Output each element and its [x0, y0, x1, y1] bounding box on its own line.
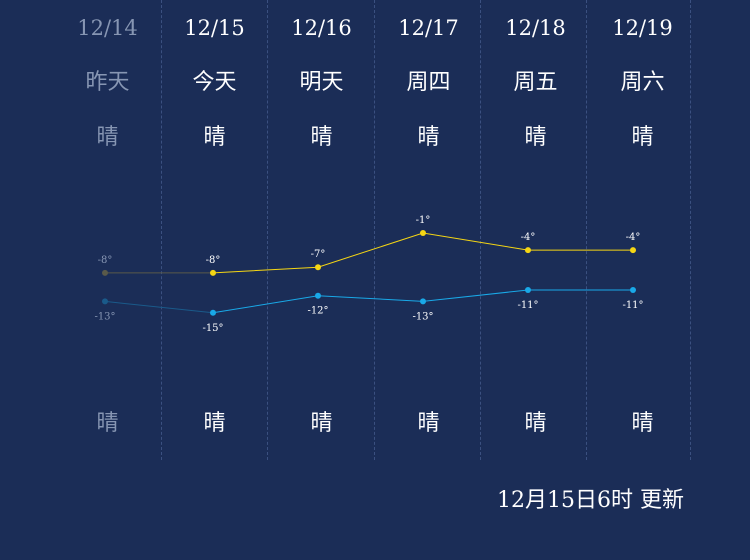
weather-night-label: 晴 — [310, 411, 333, 436]
low-temp-label: -15° — [202, 323, 223, 334]
high-temp-label: -7° — [311, 249, 326, 260]
weather-day-label: 晴 — [203, 125, 226, 150]
date-label: 12/19 — [612, 16, 673, 40]
low-temp-line-past — [104, 300, 214, 314]
low-temp-label: -11° — [517, 300, 538, 311]
low-temp-point — [210, 309, 216, 316]
column-divider — [480, 0, 481, 460]
date-label: 12/14 — [77, 16, 138, 40]
column-divider — [690, 0, 691, 460]
temperature-chart: -8° -8° -7° -1° -4° -4° -13° -15° -12° -13° -11° -1… — [94, 215, 643, 334]
update-time-label: 12月15日6时 更新 — [497, 488, 684, 513]
low-temp-point — [630, 287, 636, 293]
low-temp-label: -11° — [622, 300, 643, 311]
day-column-thursday: 12/17 周四 晴 晴 — [375, 0, 482, 460]
day-column-saturday: 12/19 周六 晴 晴 — [589, 0, 696, 460]
high-temp-label: -4° — [521, 232, 536, 243]
date-label: 12/17 — [398, 16, 459, 40]
column-divider — [161, 0, 162, 460]
high-temp-label: -4° — [626, 232, 641, 243]
high-temp-point — [630, 247, 636, 254]
weather-day-label: 晴 — [310, 125, 333, 150]
date-label: 12/18 — [505, 16, 566, 40]
weather-day-label: 晴 — [96, 125, 119, 150]
high-temp-point — [315, 264, 321, 271]
low-temp-label: -13° — [412, 311, 433, 322]
weather-night-label: 晴 — [524, 411, 547, 436]
date-label: 12/16 — [291, 16, 352, 40]
high-temp-point — [420, 230, 426, 236]
day-label: 昨天 — [85, 70, 130, 95]
weather-night-label: 晴 — [417, 411, 440, 436]
low-temp-point — [525, 287, 531, 293]
day-column-yesterday: 12/14 昨天 晴 晴 — [54, 0, 161, 460]
day-label: 周四 — [406, 70, 451, 95]
weather-night-label: 晴 — [203, 411, 226, 436]
day-label: 周六 — [620, 70, 665, 95]
column-divider — [586, 0, 587, 460]
low-temp-label: -13° — [94, 311, 115, 322]
low-temp-point — [315, 292, 321, 299]
weather-night-label: 晴 — [631, 411, 654, 436]
day-label: 明天 — [299, 70, 344, 95]
high-temp-line — [212, 232, 633, 274]
high-temp-label: -1° — [416, 215, 431, 226]
high-temp-label: -8° — [206, 255, 221, 266]
column-divider — [267, 0, 268, 460]
weather-day-label: 晴 — [631, 125, 654, 150]
weather-night-label: 晴 — [96, 411, 119, 436]
low-temp-point — [420, 298, 426, 305]
high-temp-point — [525, 247, 531, 254]
high-temp-point — [102, 269, 108, 276]
low-temp-label: -12° — [307, 306, 328, 317]
column-divider — [374, 0, 375, 460]
day-label: 周五 — [513, 70, 558, 95]
low-temp-point — [102, 298, 108, 305]
weather-day-label: 晴 — [417, 125, 440, 150]
weather-day-label: 晴 — [524, 125, 547, 150]
date-label: 12/15 — [184, 16, 245, 40]
day-column-tomorrow: 12/16 明天 晴 晴 — [268, 0, 375, 460]
high-temp-label: -8° — [98, 255, 113, 266]
day-column-today: 12/15 今天 晴 晴 — [161, 0, 268, 460]
day-label: 今天 — [192, 70, 237, 95]
high-temp-point — [210, 269, 216, 276]
day-column-friday: 12/18 周五 晴 晴 — [482, 0, 589, 460]
